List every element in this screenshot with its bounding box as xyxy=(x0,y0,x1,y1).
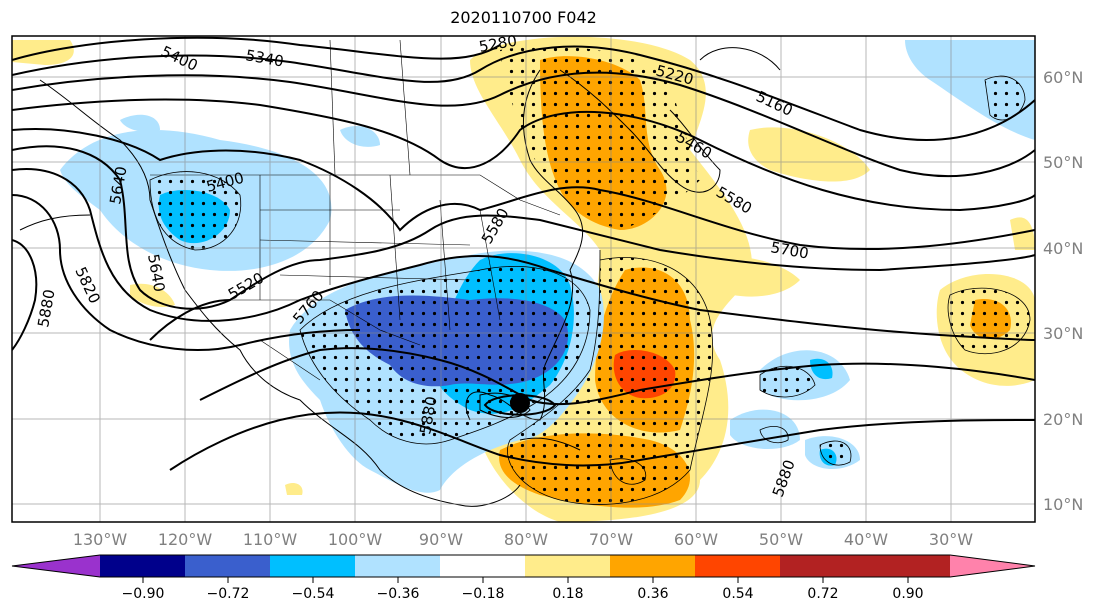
lat-label: 20°N xyxy=(1043,410,1083,429)
lon-label: 130°W xyxy=(73,530,128,549)
colorbar-tick-label: −0.54 xyxy=(292,586,335,602)
lat-label: 50°N xyxy=(1043,153,1083,172)
anomaly-outlines xyxy=(149,75,1031,505)
low-center-marker xyxy=(510,393,530,413)
map-frame xyxy=(11,35,1036,523)
colorbar-bin xyxy=(270,555,355,577)
colorbar-bin xyxy=(355,555,440,577)
lon-label: 80°W xyxy=(504,530,548,549)
colorbar-bin xyxy=(695,555,780,577)
lon-label: 120°W xyxy=(158,530,213,549)
colorbar-outline xyxy=(11,554,1036,578)
colorbar-tick-label: 0.18 xyxy=(552,586,583,602)
lat-label: 40°N xyxy=(1043,239,1083,258)
lat-label: 10°N xyxy=(1043,495,1083,514)
height-contours xyxy=(12,36,1035,471)
colorbar-bin xyxy=(610,555,695,577)
lat-label: 30°N xyxy=(1043,324,1083,343)
gridlines xyxy=(12,36,1035,522)
colorbar-bin xyxy=(100,555,185,577)
colorbar-extend-low xyxy=(12,555,100,577)
lon-label: 90°W xyxy=(419,530,463,549)
colorbar-bin xyxy=(440,555,525,577)
lon-label: 100°W xyxy=(328,530,383,549)
colorbar-bin xyxy=(780,555,865,577)
colorbar-tick-label: −0.90 xyxy=(122,586,165,602)
lon-label: 60°W xyxy=(674,530,718,549)
lon-label: 40°W xyxy=(844,530,888,549)
map-title: 2020110700 F042 xyxy=(450,8,597,27)
colorbar-tick-label: 0.90 xyxy=(892,586,923,602)
colorbar-tick-label: 0.36 xyxy=(637,586,668,602)
lat-label: 60°N xyxy=(1043,68,1083,87)
colorbar-bin xyxy=(525,555,610,577)
lon-label: 70°W xyxy=(589,530,633,549)
lon-label: 30°W xyxy=(929,530,973,549)
latitude-labels: 60°N 50°N 40°N 30°N 20°N 10°N xyxy=(1043,68,1083,514)
colorbar-tick-label: −0.72 xyxy=(207,586,250,602)
longitude-labels: 130°W 120°W 110°W 100°W 90°W 80°W 70°W 6… xyxy=(73,530,973,549)
colorbar: −0.90 −0.72 −0.54 −0.36 −0.18 0.18 0.36 … xyxy=(11,554,1036,602)
colorbar-bin xyxy=(185,555,270,577)
colorbar-tick-label: −0.36 xyxy=(377,586,420,602)
lon-label: 110°W xyxy=(243,530,298,549)
colorbar-extend-high xyxy=(950,555,1035,577)
colorbar-tick-label: 0.54 xyxy=(722,586,753,602)
colorbar-bin xyxy=(865,555,950,577)
coastlines xyxy=(19,47,781,507)
colorbar-tick-label: 0.72 xyxy=(807,586,838,602)
colorbar-tick-label: −0.18 xyxy=(462,586,505,602)
lon-label: 50°W xyxy=(759,530,803,549)
